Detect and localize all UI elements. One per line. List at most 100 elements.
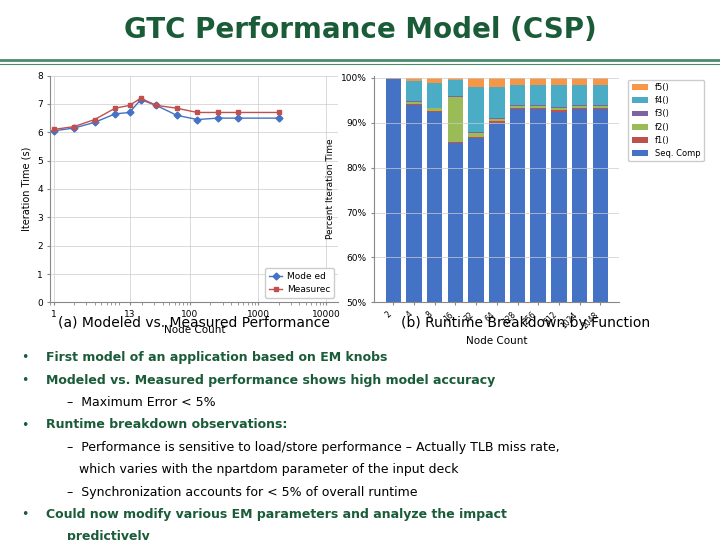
- Bar: [448, 141, 463, 143]
- Mode ed: [49, 127, 58, 134]
- Bar: [510, 108, 526, 109]
- Bar: [551, 85, 567, 107]
- Y-axis label: Percent Iteration Time: Percent Iteration Time: [326, 139, 336, 239]
- Bar: [551, 107, 567, 108]
- Bar: [510, 85, 526, 105]
- Bar: [406, 102, 422, 104]
- Text: –  Performance is sensitive to load/store performance – Actually TLB miss rate,: – Performance is sensitive to load/store…: [68, 441, 560, 454]
- Text: which varies with the npartdom parameter of the input deck: which varies with the npartdom parameter…: [68, 463, 459, 476]
- Text: •: •: [22, 374, 29, 387]
- Bar: [489, 87, 505, 118]
- Bar: [551, 112, 567, 527]
- Bar: [531, 78, 546, 85]
- Bar: [448, 97, 463, 141]
- Bar: [531, 105, 546, 106]
- Measurec: [193, 109, 202, 116]
- Bar: [448, 80, 463, 96]
- Bar: [448, 78, 463, 80]
- Bar: [448, 143, 463, 527]
- Bar: [593, 105, 608, 106]
- Text: predictively: predictively: [68, 530, 150, 540]
- Text: –  Synchronization accounts for < 5% of overall runtime: – Synchronization accounts for < 5% of o…: [68, 485, 418, 498]
- Mode ed: [214, 115, 222, 122]
- Bar: [510, 105, 526, 106]
- Bar: [572, 105, 588, 106]
- Bar: [572, 85, 588, 105]
- Line: Measurec: Measurec: [51, 96, 282, 132]
- Bar: [510, 78, 526, 85]
- Bar: [489, 122, 505, 123]
- Mode ed: [90, 119, 99, 126]
- Bar: [489, 119, 505, 122]
- Y-axis label: Iteration Time (s): Iteration Time (s): [22, 147, 32, 231]
- Measurec: [275, 109, 284, 116]
- Bar: [572, 78, 588, 85]
- Bar: [510, 109, 526, 527]
- Text: First model of an application based on EM knobs: First model of an application based on E…: [46, 352, 387, 365]
- Mode ed: [193, 116, 202, 123]
- Measurec: [172, 105, 181, 111]
- Bar: [572, 109, 588, 527]
- Bar: [572, 108, 588, 109]
- Bar: [468, 78, 484, 87]
- Bar: [406, 81, 422, 101]
- Mode ed: [136, 97, 145, 103]
- Measurec: [70, 123, 78, 130]
- Bar: [468, 137, 484, 138]
- Bar: [531, 109, 546, 527]
- Bar: [531, 85, 546, 105]
- Bar: [468, 138, 484, 527]
- Mode ed: [111, 111, 120, 117]
- Bar: [551, 78, 567, 85]
- Bar: [489, 118, 505, 119]
- Bar: [385, 79, 401, 527]
- X-axis label: Node Count: Node Count: [163, 325, 225, 335]
- Bar: [593, 78, 608, 85]
- Bar: [531, 108, 546, 109]
- Measurec: [136, 95, 145, 102]
- Measurec: [111, 105, 120, 111]
- Text: GTC Performance Model (CSP): GTC Performance Model (CSP): [124, 16, 596, 44]
- Bar: [468, 132, 484, 133]
- Bar: [551, 110, 567, 112]
- Legend: Mode ed, Measurec: Mode ed, Measurec: [265, 268, 334, 298]
- Text: •: •: [22, 418, 29, 431]
- Text: Could now modify various EM parameters and analyze the impact: Could now modify various EM parameters a…: [46, 508, 507, 521]
- Bar: [427, 112, 443, 527]
- Measurec: [214, 109, 222, 116]
- Bar: [468, 133, 484, 137]
- Text: Runtime breakdown observations:: Runtime breakdown observations:: [46, 418, 287, 431]
- Mode ed: [234, 115, 243, 122]
- Bar: [406, 104, 422, 105]
- Measurec: [152, 102, 161, 109]
- X-axis label: Node Count: Node Count: [466, 335, 528, 346]
- Bar: [510, 106, 526, 108]
- Bar: [572, 106, 588, 108]
- Text: (a) Modeled vs. Measured Performance: (a) Modeled vs. Measured Performance: [58, 316, 330, 330]
- Text: Modeled vs. Measured performance shows high model accuracy: Modeled vs. Measured performance shows h…: [46, 374, 495, 387]
- Measurec: [234, 109, 243, 116]
- Bar: [406, 78, 422, 81]
- Text: •: •: [22, 508, 29, 521]
- Measurec: [125, 102, 134, 109]
- Legend: f5(), f4(), f3(), f2(), f1(), Seq. Comp: f5(), f4(), f3(), f2(), f1(), Seq. Comp: [629, 80, 704, 161]
- Bar: [593, 109, 608, 527]
- Bar: [489, 123, 505, 527]
- Text: •: •: [22, 352, 29, 365]
- Bar: [593, 85, 608, 105]
- Mode ed: [152, 102, 161, 109]
- Bar: [427, 109, 443, 111]
- Bar: [531, 106, 546, 108]
- Measurec: [49, 126, 58, 133]
- Bar: [489, 78, 505, 87]
- Measurec: [90, 116, 99, 123]
- Text: (b) Runtime Breakdown by Function: (b) Runtime Breakdown by Function: [401, 316, 650, 330]
- Mode ed: [70, 125, 78, 131]
- Text: –  Maximum Error < 5%: – Maximum Error < 5%: [68, 396, 216, 409]
- Bar: [551, 108, 567, 110]
- Bar: [427, 83, 443, 108]
- Bar: [406, 105, 422, 527]
- Bar: [593, 108, 608, 109]
- Bar: [468, 87, 484, 132]
- Bar: [427, 111, 443, 112]
